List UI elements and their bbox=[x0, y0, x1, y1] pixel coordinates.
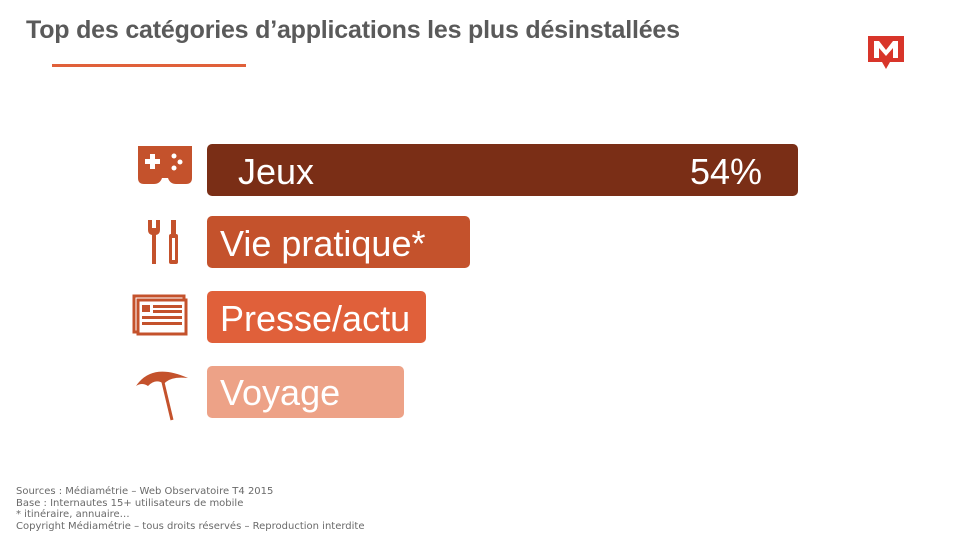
category-label-voyage: Voyage bbox=[220, 372, 341, 413]
category-label-jeux: Jeux bbox=[238, 151, 315, 192]
value-label-vie-pratique: 24% bbox=[558, 219, 631, 260]
title-underline bbox=[52, 64, 246, 67]
tools-icon bbox=[144, 218, 184, 266]
newspaper-icon bbox=[132, 294, 188, 336]
footer-copyright: Copyright Médiamétrie – tous droits rése… bbox=[16, 520, 365, 532]
bar-jeux bbox=[207, 144, 798, 196]
beach-umbrella-icon bbox=[130, 364, 194, 422]
bar-vie-pratique bbox=[207, 216, 470, 268]
category-label-presse-actu: Presse/actu bbox=[220, 298, 411, 339]
bar-presse-actu bbox=[207, 291, 426, 343]
page-title: Top des catégories d’applications les pl… bbox=[26, 16, 680, 44]
footer-base: Base : Internautes 15+ utilisateurs de m… bbox=[16, 497, 244, 509]
footer-sources: Sources : Médiamétrie – Web Observatoire… bbox=[16, 486, 274, 497]
category-label-vie-pratique: Vie pratique* bbox=[220, 223, 426, 264]
gamepad-icon bbox=[136, 144, 196, 188]
value-label-presse-actu: 20% bbox=[536, 295, 609, 336]
bar-voyage bbox=[207, 366, 404, 418]
value-label-voyage: 18% bbox=[506, 374, 579, 415]
mediametrie-logo bbox=[866, 32, 906, 72]
value-label-jeux: 54% bbox=[690, 151, 763, 192]
footer-notes: Sources : Médiamétrie – Web Observatoire… bbox=[16, 486, 365, 532]
footer-note: * itinéraire, annuaire… bbox=[16, 509, 130, 520]
